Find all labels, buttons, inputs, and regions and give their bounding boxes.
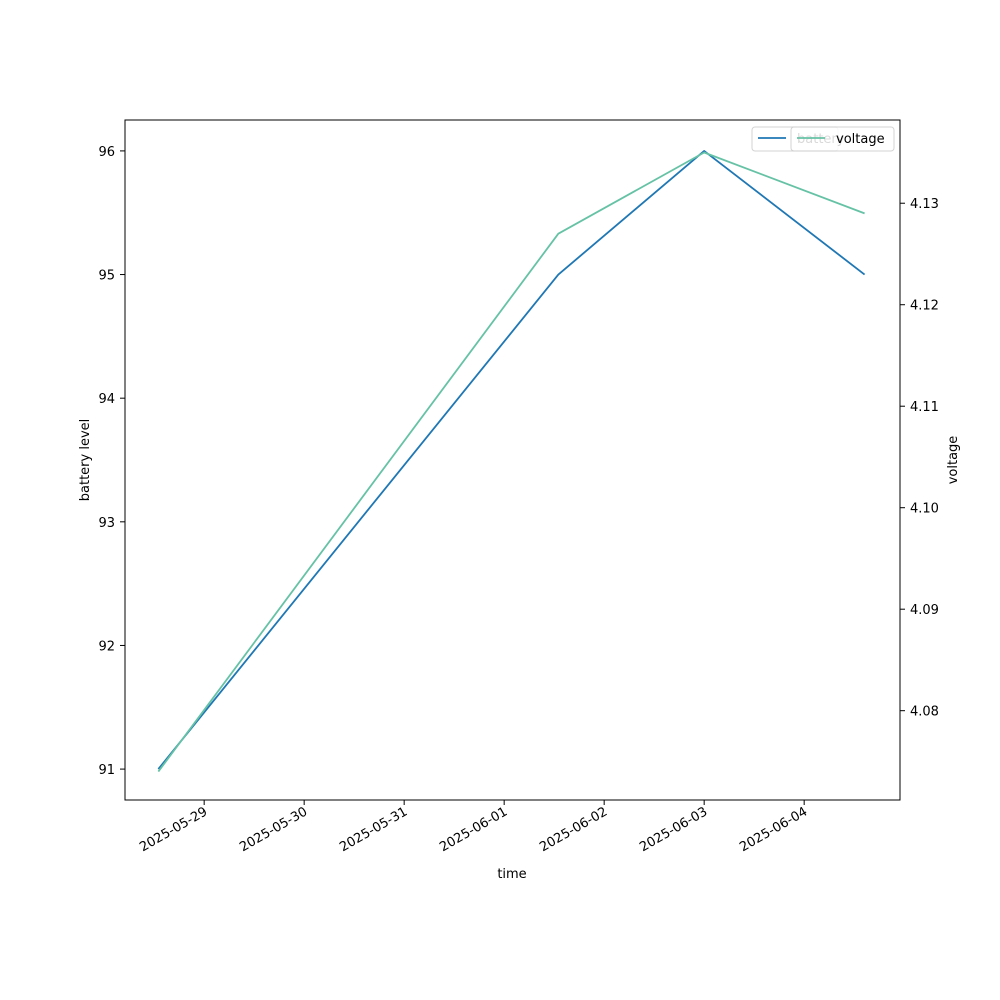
legend-voltage-frame xyxy=(790,126,895,152)
y-right-tick-label: 4.10 xyxy=(910,502,939,517)
y-left-tick-label: 93 xyxy=(98,516,115,531)
battery-series-line xyxy=(157,150,866,770)
y-right-tick-label: 4.13 xyxy=(910,197,939,212)
y-right-tick-label: 4.12 xyxy=(910,299,939,314)
y-axis-left-label: battery level xyxy=(78,419,93,502)
voltage-series-line xyxy=(157,151,865,773)
y-axis-right: 4.08 4.09 4.10 4.11 4.12 4.13 xyxy=(900,197,939,720)
plot-frame xyxy=(124,119,901,801)
legend-voltage-label: voltage xyxy=(836,132,885,147)
y-axis-left: 91 92 93 94 95 96 xyxy=(98,145,125,778)
y-right-tick-label: 4.09 xyxy=(910,603,939,618)
y-left-tick-label: 94 xyxy=(98,392,115,407)
y-right-tick-label: 4.08 xyxy=(910,705,939,720)
y-left-tick-label: 92 xyxy=(98,639,115,654)
y-left-tick-label: 95 xyxy=(98,269,115,284)
series-layer xyxy=(157,150,866,773)
y-left-tick-label: 96 xyxy=(98,145,115,160)
legend-voltage: voltage xyxy=(790,126,895,152)
x-axis-label: time xyxy=(497,867,526,882)
y-axis-right-label: voltage xyxy=(946,436,961,485)
y-left-tick-label: 91 xyxy=(98,763,115,778)
y-right-tick-label: 4.11 xyxy=(910,400,939,415)
